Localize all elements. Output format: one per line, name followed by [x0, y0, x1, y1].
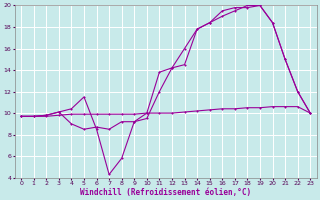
X-axis label: Windchill (Refroidissement éolien,°C): Windchill (Refroidissement éolien,°C)	[80, 188, 251, 197]
